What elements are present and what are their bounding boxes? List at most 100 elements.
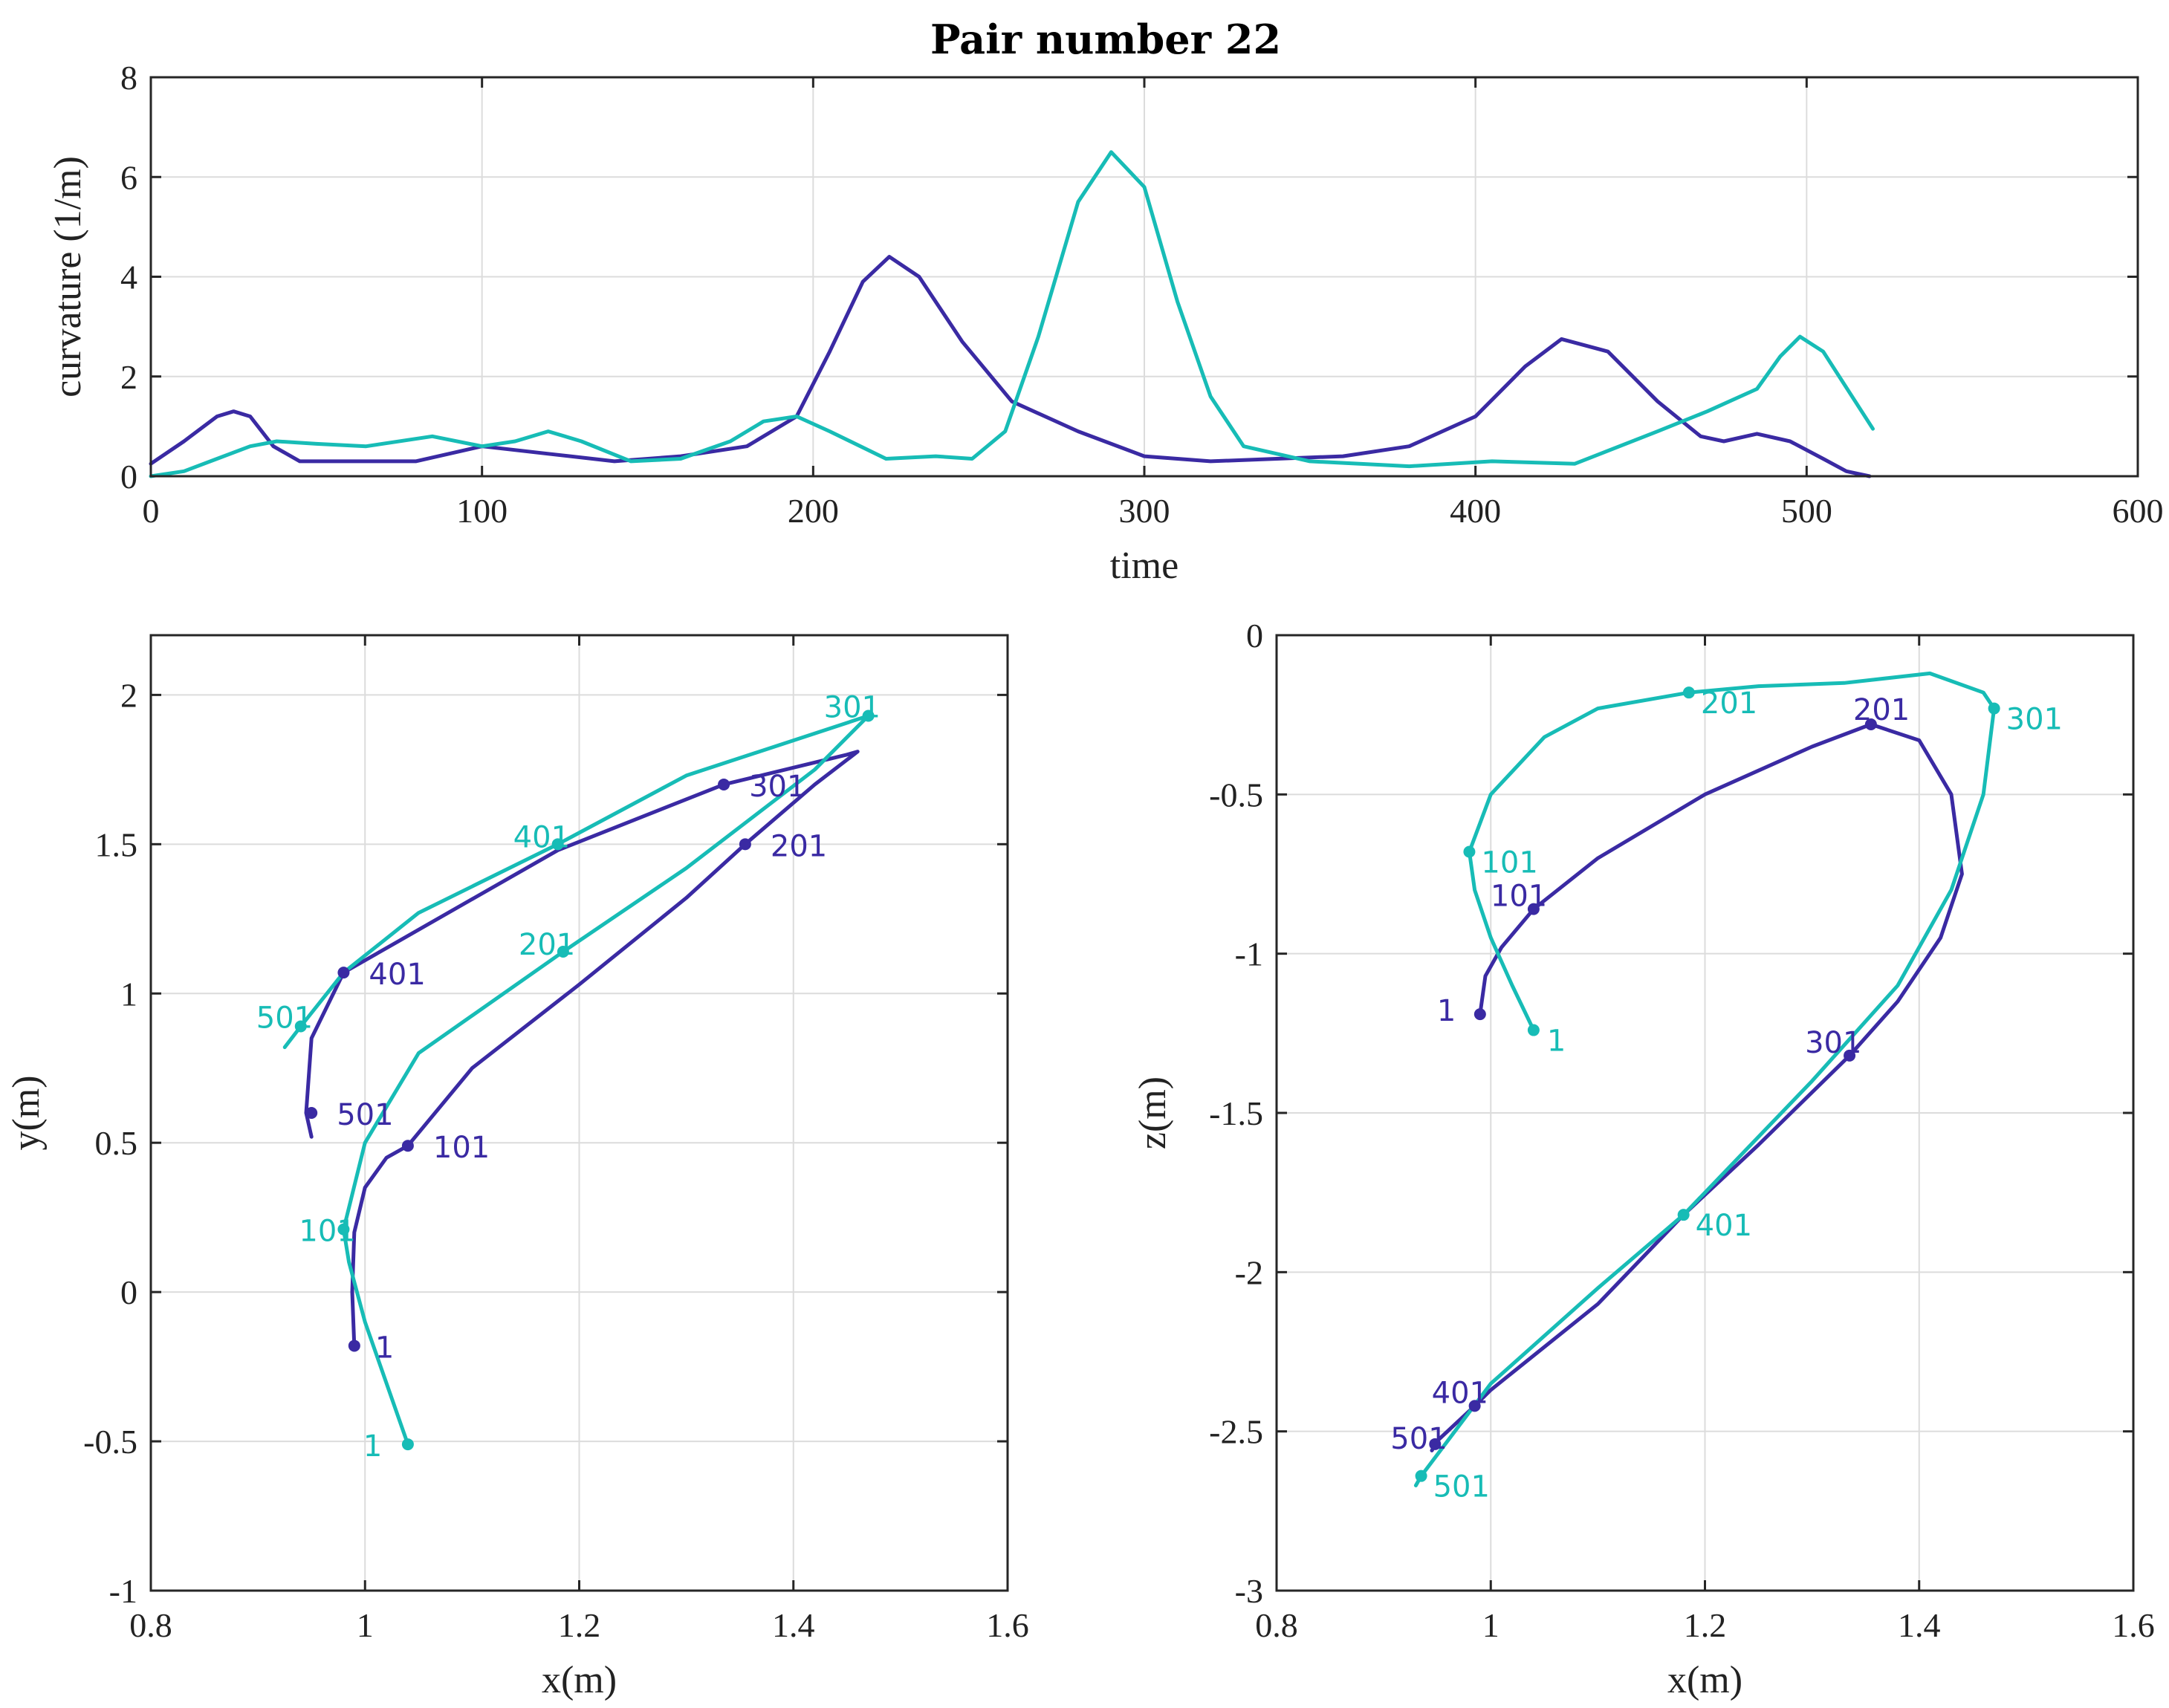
marker-label: 301 xyxy=(2006,703,2063,737)
x-tick-label: 0.8 xyxy=(1255,1606,1298,1644)
y-axis-label: curvature (1/m) xyxy=(47,156,89,397)
x-tick-label: 600 xyxy=(2113,492,2164,530)
y-tick-label: -0.5 xyxy=(83,1423,137,1461)
y-tick-label: 8 xyxy=(120,59,137,97)
x-tick-label: 1.6 xyxy=(986,1606,1029,1644)
marker-a-401 xyxy=(337,967,350,979)
series-line-a xyxy=(1430,722,1964,1452)
marker-a-301 xyxy=(1844,1049,1856,1062)
y-tick-label: -1 xyxy=(109,1572,137,1610)
y-tick-label: 1 xyxy=(120,975,137,1013)
marker-a-101 xyxy=(1527,903,1540,915)
y-tick-label: 2 xyxy=(120,676,137,714)
x-tick-label: 500 xyxy=(1781,492,1832,530)
marker-b-1 xyxy=(401,1438,414,1451)
marker-a-301 xyxy=(718,778,730,790)
marker-label: 401 xyxy=(1696,1209,1752,1243)
y-tick-label: 4 xyxy=(120,259,137,296)
x-tick-label: 300 xyxy=(1119,492,1170,530)
marker-b-501 xyxy=(1415,1470,1427,1482)
marker-b-401 xyxy=(1677,1209,1690,1221)
marker-label: 501 xyxy=(1433,1470,1490,1504)
series-line-b xyxy=(282,714,871,1446)
curvature-chart: 0 100 200 300 400 500 600 0 2 4 6 8 time curvature (1… xyxy=(47,59,2164,587)
y-tick-label: 0 xyxy=(120,458,137,496)
marker-label: 501 xyxy=(256,1001,313,1035)
marker-a-1 xyxy=(348,1340,360,1352)
marker-label: 1 xyxy=(375,1331,394,1365)
marker-b-401 xyxy=(551,838,564,851)
marker-label: 1 xyxy=(363,1429,382,1464)
marker-label: 301 xyxy=(824,691,881,725)
x-tick-label: 0.8 xyxy=(129,1606,172,1644)
marker-label: 401 xyxy=(369,958,425,992)
marker-label: 101 xyxy=(1491,880,1547,914)
marker-label: 301 xyxy=(749,770,805,804)
marker-b-201 xyxy=(1682,686,1695,699)
y-tick-label: -3 xyxy=(1235,1572,1263,1610)
x-tick-label: 1.2 xyxy=(1684,1606,1727,1644)
marker-label: 1 xyxy=(1547,1025,1566,1059)
series-line-a xyxy=(149,255,1872,478)
marker-label: 101 xyxy=(433,1131,490,1165)
x-tick-label: 1 xyxy=(357,1606,374,1644)
y-tick-label: 2 xyxy=(120,358,137,396)
marker-label: 401 xyxy=(1432,1376,1488,1410)
marker-a-1 xyxy=(1473,1008,1486,1021)
y-tick-label: -0.5 xyxy=(1209,776,1263,814)
x-tick-label: 200 xyxy=(788,492,839,530)
marker-a-501 xyxy=(1429,1438,1442,1450)
marker-label: 501 xyxy=(337,1098,393,1132)
y-axis-label: y(m) xyxy=(5,1075,48,1150)
y-tick-label: -1 xyxy=(1235,935,1263,973)
marker-label: 1 xyxy=(1437,994,1456,1028)
marker-label: 201 xyxy=(771,829,827,863)
marker-b-301 xyxy=(862,709,875,722)
x-tick-label: 100 xyxy=(456,492,508,530)
marker-label: 201 xyxy=(519,928,575,962)
series-line-b xyxy=(149,150,1875,478)
xz-trajectory-chart: 1 101 201 301 401 501 1 101 201 301 401 501 0.8 1 1.2 1… xyxy=(1132,617,2155,1701)
x-tick-label: 1.4 xyxy=(1898,1606,1941,1644)
marker-b-501 xyxy=(294,1020,307,1033)
marker-label: 201 xyxy=(1701,686,1757,721)
marker-b-301 xyxy=(1988,702,2000,715)
marker-b-1 xyxy=(1527,1024,1540,1036)
marker-a-201 xyxy=(1864,718,1877,731)
x-tick-label: 1.2 xyxy=(558,1606,601,1644)
series-line-b xyxy=(1413,671,1997,1487)
marker-label: 201 xyxy=(1853,693,1910,727)
x-tick-label: 1 xyxy=(1482,1606,1500,1644)
x-tick-label: 1.6 xyxy=(2112,1606,2155,1644)
marker-label: 101 xyxy=(1481,845,1537,880)
marker-b-201 xyxy=(557,945,569,958)
y-tick-label: 0 xyxy=(120,1273,137,1311)
marker-b-101 xyxy=(337,1223,350,1235)
x-axis-label: time xyxy=(1110,545,1178,587)
marker-a-401 xyxy=(1468,1400,1481,1412)
y-tick-label: 1.5 xyxy=(95,825,138,863)
y-tick-label: 0 xyxy=(1246,617,1263,655)
figure-title: Pair number 22 xyxy=(930,16,1281,63)
y-tick-label: 6 xyxy=(120,158,137,196)
y-tick-label: -1.5 xyxy=(1209,1094,1263,1132)
marker-label: 501 xyxy=(1390,1422,1447,1456)
marker-b-101 xyxy=(1463,845,1476,858)
marker-a-101 xyxy=(401,1140,414,1152)
x-tick-label: 400 xyxy=(1450,492,1501,530)
y-tick-label: -2 xyxy=(1235,1253,1263,1291)
y-axis-label: z(m) xyxy=(1132,1077,1174,1149)
marker-a-501 xyxy=(305,1107,318,1119)
x-tick-label: 1.4 xyxy=(772,1606,815,1644)
y-tick-label: -2.5 xyxy=(1209,1413,1263,1451)
x-tick-label: 0 xyxy=(143,492,160,530)
x-axis-label: x(m) xyxy=(1667,1659,1742,1701)
x-axis-label: x(m) xyxy=(542,1659,617,1701)
marker-a-201 xyxy=(739,838,751,851)
marker-label: 301 xyxy=(1805,1026,1861,1060)
marker-label: 101 xyxy=(299,1215,355,1249)
y-tick-label: 0.5 xyxy=(95,1124,138,1162)
marker-label: 401 xyxy=(513,820,570,854)
